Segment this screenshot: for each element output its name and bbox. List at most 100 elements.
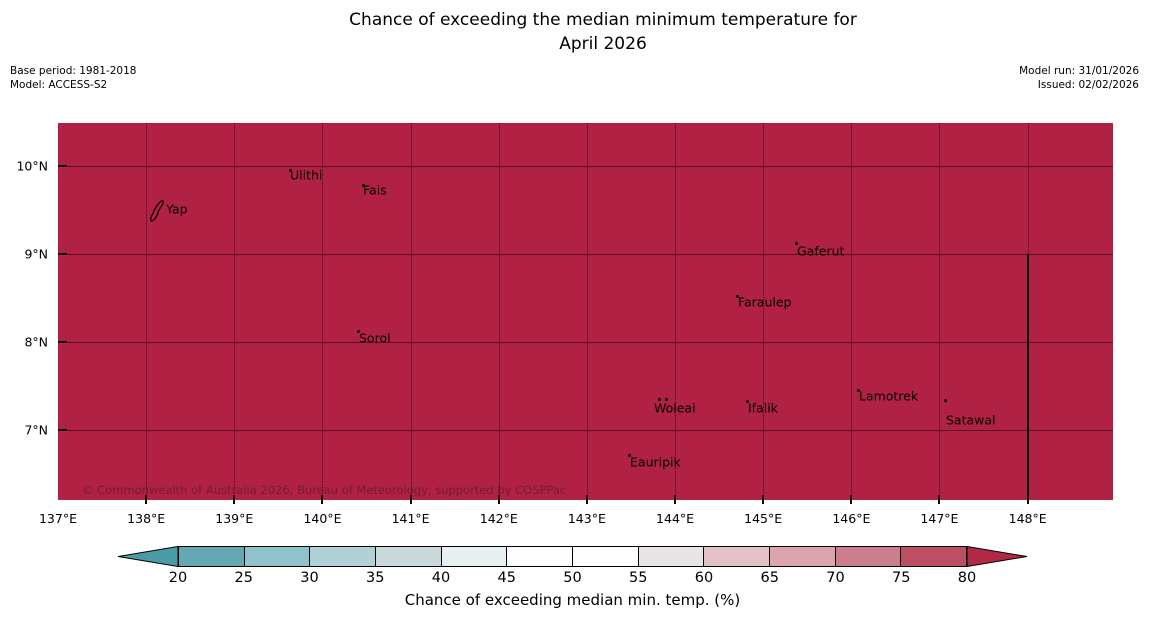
lat-tick [58, 253, 67, 255]
island-marker-lamotrek [856, 389, 860, 392]
yap-island-outline [149, 199, 166, 228]
meta-right: Model run: 31/01/2026 Issued: 02/02/2026 [1019, 64, 1139, 92]
lat-axis-label: 10°N [16, 158, 48, 174]
colorbar-segment-3 [376, 547, 442, 566]
lon-axis-label: 148°E [1008, 511, 1047, 526]
island-marker-satawal [943, 399, 947, 402]
colorbar-tick-label: 60 [694, 570, 714, 586]
lat-axis-label: 9°N [24, 246, 48, 262]
boundary-line-148e [1026, 254, 1029, 500]
colorbar-segment-9 [770, 547, 836, 566]
lon-axis-label: 147°E [920, 511, 959, 526]
lon-tick [145, 495, 148, 504]
colorbar-segment-0 [179, 547, 245, 566]
island-marker-sorol [356, 330, 360, 333]
island-marker-woleai [665, 397, 669, 401]
colorbar-segment-1 [244, 547, 311, 566]
lon-tick [850, 495, 853, 504]
lon-tick [674, 495, 677, 504]
lon-gridline [851, 123, 853, 500]
colorbar-segment-10 [835, 547, 902, 566]
island-marker-woleai [657, 397, 661, 401]
lat-gridline [58, 341, 1113, 343]
chart-title: Chance of exceeding the median minimum t… [56, 8, 1150, 56]
lon-axis-label: 142°E [479, 511, 518, 526]
lon-gridline [498, 123, 500, 500]
lat-tick [58, 428, 67, 431]
colorbar-segment-2 [310, 547, 377, 566]
colorbar-label: Chance of exceeding median min. temp. (%… [404, 591, 741, 609]
island-label-fais: Fais [363, 182, 387, 198]
island-label-ifalik: Ifalik [747, 400, 778, 416]
lat-tick [58, 340, 67, 343]
colorbar-segment-7 [638, 547, 705, 566]
lon-tick [585, 495, 588, 504]
lon-tick [938, 495, 941, 504]
lon-axis-label: 144°E [656, 511, 695, 526]
island-label-sorol: Sorol [358, 330, 391, 346]
colorbar-tick-label: 65 [760, 570, 779, 586]
island-label-yap: Yap [166, 201, 188, 217]
lon-tick [233, 495, 236, 504]
colorbar-tick-label: 55 [629, 570, 648, 586]
colorbar-tick-label: 50 [563, 570, 582, 586]
lon-axis-label: 138°E [127, 511, 166, 526]
lon-tick [321, 495, 324, 504]
island-marker-fais [362, 183, 366, 187]
colorbar-tick-label: 70 [826, 570, 845, 586]
model-text: Model: ACCESS-S2 [10, 79, 108, 91]
island-marker-faraulep [736, 294, 740, 298]
lat-gridline [58, 254, 1113, 255]
lat-tick [58, 165, 67, 168]
island-marker-gaferut [795, 241, 799, 245]
lon-gridline [410, 123, 412, 500]
colorbar-under-arrow [117, 546, 178, 567]
lon-gridline [234, 123, 236, 500]
meta-left: Base period: 1981-2018 Model: ACCESS-S2 [10, 64, 136, 92]
colorbar-segment-5 [507, 547, 574, 566]
map-area: © Commonwealth of Australia 2026, Bureau… [58, 123, 1113, 504]
lat-gridline [58, 166, 1113, 168]
lon-tick [762, 495, 765, 504]
lon-axis-label: 143°E [567, 511, 606, 526]
lon-gridline [146, 123, 148, 500]
island-label-woleai: Woleai [653, 400, 696, 416]
lon-tick [497, 495, 500, 504]
lat-gridline [58, 429, 1113, 431]
title-line1: Chance of exceeding the median minimum t… [349, 10, 857, 30]
colorbar-segment-4 [441, 547, 508, 566]
colorbar-tick-label: 25 [234, 570, 253, 586]
colorbar-over-arrow [967, 546, 1028, 567]
colorbar-tick-label: 20 [168, 570, 188, 586]
colorbar [117, 546, 1028, 567]
lon-axis-label: 140°E [303, 511, 342, 526]
island-marker-eauripik [628, 454, 632, 457]
lon-axis-label: 145°E [744, 511, 783, 526]
island-label-gaferut: Gaferut [797, 243, 845, 259]
colorbar-tick-label: 45 [497, 570, 516, 586]
base-period-text: Base period: 1981-2018 [10, 65, 137, 77]
model-run-text: Model run: 31/01/2026 [1019, 65, 1139, 77]
island-label-faraulep: Faraulep [737, 294, 792, 310]
island-marker-ulithi [288, 168, 292, 172]
copyright-text: © Commonwealth of Australia 2026, Bureau… [82, 483, 567, 497]
lon-axis-label: 139°E [215, 511, 254, 526]
colorbar-tick-label: 75 [892, 570, 911, 586]
lon-axis-label: 141°E [391, 511, 430, 526]
colorbar-segment-11 [901, 547, 967, 566]
colorbar-segment-8 [704, 547, 771, 566]
lon-axis-label: 137°E [38, 511, 77, 526]
lon-axis-label: 146°E [832, 511, 871, 526]
colorbar-tick-label: 35 [366, 570, 385, 586]
lon-tick [409, 495, 412, 504]
colorbar-tick-label: 80 [957, 570, 977, 586]
lon-gridline [675, 123, 677, 500]
island-label-satawal: Satawal [945, 412, 996, 428]
colorbar-tick-label: 30 [300, 570, 319, 586]
island-marker-ifalik [745, 399, 749, 403]
island-label-ulithi: Ulithi [289, 167, 323, 183]
island-label-lamotrek: Lamotrek [858, 388, 919, 404]
lat-axis-label: 7°N [24, 422, 48, 438]
colorbar-tick-label: 40 [431, 570, 451, 586]
